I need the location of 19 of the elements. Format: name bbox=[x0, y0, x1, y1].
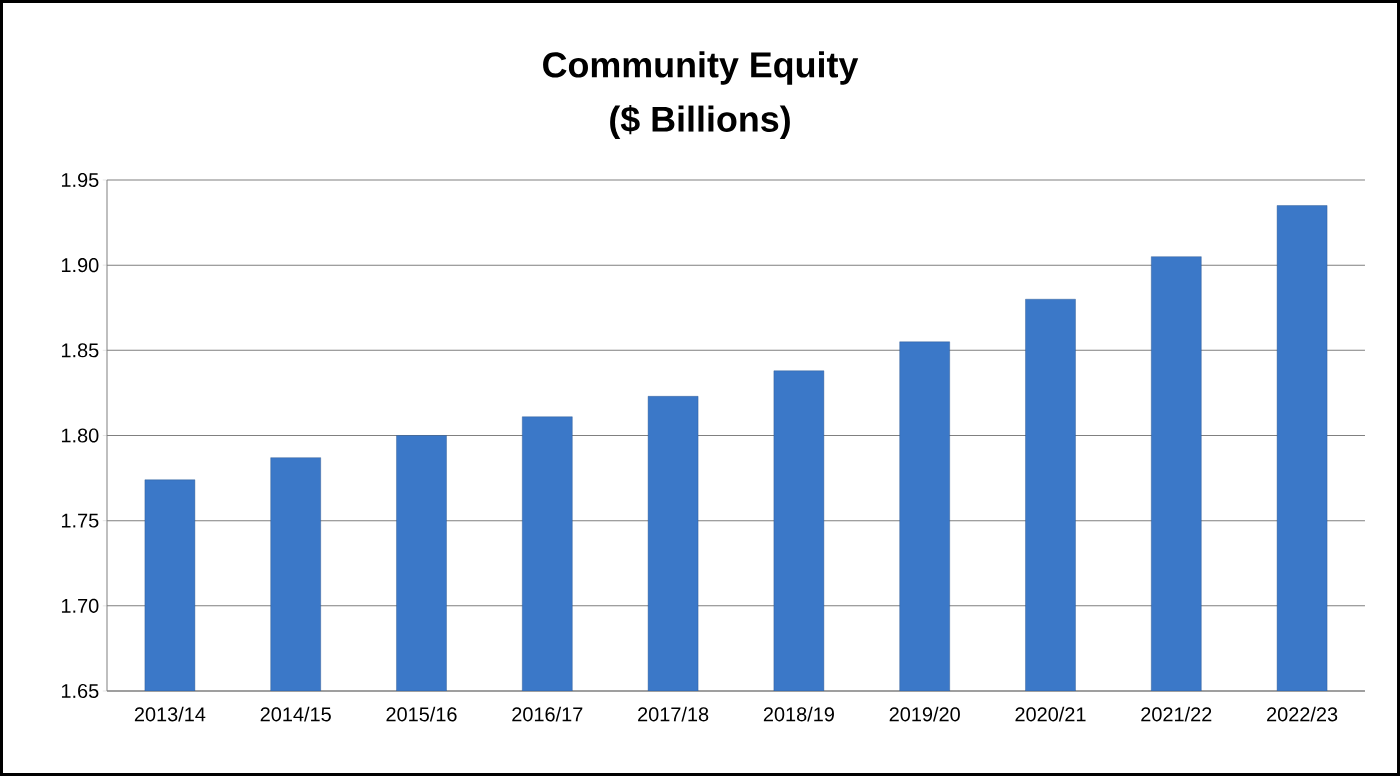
y-tick-label: 1.90 bbox=[61, 258, 99, 273]
x-tick-label: 2021/22 bbox=[1141, 706, 1212, 722]
y-tick-label: 1.85 bbox=[61, 343, 99, 358]
x-tick-label: 2016/17 bbox=[512, 706, 583, 722]
x-tick-label: 2014/15 bbox=[260, 706, 331, 722]
y-tick-label: 1.70 bbox=[61, 598, 99, 613]
x-tick-label: 2013/14 bbox=[134, 706, 206, 722]
chart-title: Community Equity bbox=[543, 51, 859, 85]
y-tick-label: 1.65 bbox=[61, 683, 99, 699]
y-tick-label: 1.75 bbox=[61, 513, 99, 528]
x-tick-label: 2019/20 bbox=[889, 706, 960, 722]
x-tick-label: 2022/23 bbox=[1267, 706, 1338, 722]
x-tick-label: 2020/21 bbox=[1015, 706, 1086, 722]
y-tick-label: 1.80 bbox=[61, 428, 99, 443]
x-tick-label: 2015/16 bbox=[386, 706, 457, 722]
x-tick-label: 2018/19 bbox=[763, 706, 834, 722]
chart-subtitle: ($ Billions) bbox=[610, 104, 790, 140]
x-tick-label: 2017/18 bbox=[638, 706, 709, 722]
y-tick-label: 1.95 bbox=[61, 172, 99, 188]
